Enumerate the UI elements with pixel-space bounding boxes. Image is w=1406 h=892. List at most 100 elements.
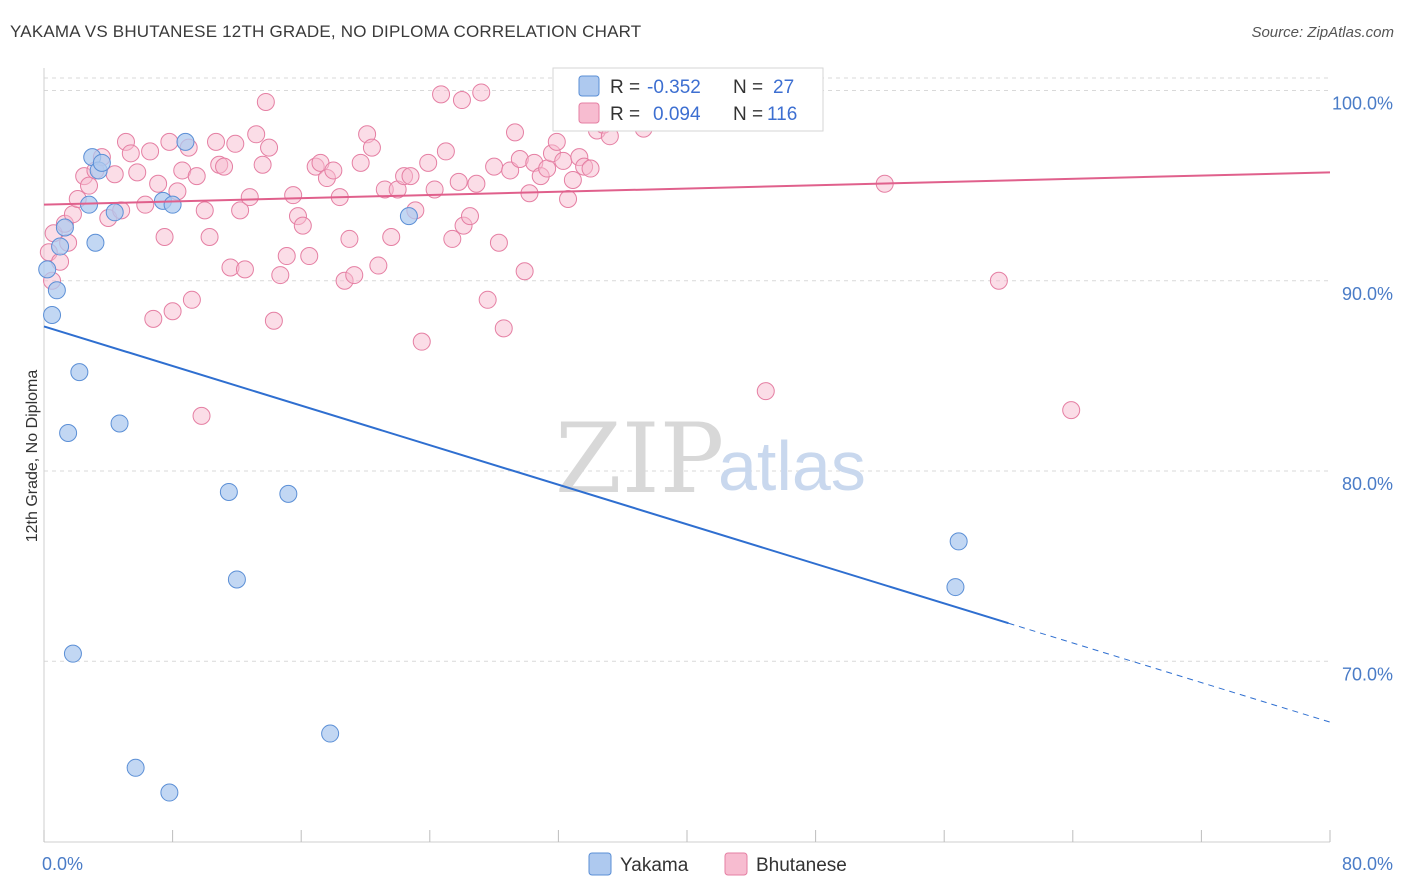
bhutanese-point bbox=[144, 309, 163, 328]
bhutanese-point bbox=[182, 290, 201, 309]
yakama-point bbox=[105, 203, 124, 222]
bhutanese-point bbox=[467, 174, 486, 193]
bhutanese-point bbox=[192, 406, 211, 425]
bhutanese-point bbox=[362, 138, 381, 157]
bhutanese-point bbox=[121, 144, 140, 163]
bhutanese-point bbox=[260, 138, 279, 157]
bhutanese-point bbox=[136, 195, 155, 214]
bhutanese-point bbox=[207, 132, 226, 151]
bhutanese-point bbox=[324, 161, 343, 180]
bhutanese-point bbox=[340, 229, 359, 248]
bhutanese-point bbox=[494, 319, 513, 338]
bhutanese-point bbox=[436, 142, 455, 161]
bhutanese-point bbox=[293, 216, 312, 235]
bhutanese-point bbox=[240, 188, 259, 207]
yakama-point bbox=[63, 644, 82, 663]
yakama-trend-extension bbox=[1008, 622, 1331, 723]
bhutanese-point bbox=[231, 201, 250, 220]
bhutanese-point bbox=[264, 311, 283, 330]
bhutanese-point bbox=[505, 123, 524, 142]
legend-yakama-n-label: N = bbox=[733, 77, 763, 98]
bhutanese-point bbox=[155, 228, 174, 247]
legend-yakama-r-value: -0.352 bbox=[647, 77, 701, 98]
yakama-point bbox=[399, 207, 418, 226]
bhutanese-point bbox=[351, 153, 370, 172]
yakama-point bbox=[279, 484, 298, 503]
bhutanese-trend-line bbox=[43, 171, 1331, 206]
legend-top: R = -0.352 N = 27 R = 0.094 N = 116 bbox=[552, 67, 824, 132]
legend-bottom: Yakama Bhutanese bbox=[588, 852, 847, 876]
bhutanese-point bbox=[253, 155, 272, 174]
x-tick-label-max: 80.0% bbox=[1342, 854, 1393, 874]
watermark: ZIP atlas bbox=[555, 403, 866, 515]
grid-layer: 70.0% 80.0% 90.0% 100.0% bbox=[44, 77, 1393, 684]
bhutanese-point bbox=[235, 260, 254, 279]
yakama-point bbox=[86, 233, 105, 252]
yakama-point bbox=[949, 532, 968, 551]
bottom-legend-yakama-swatch bbox=[588, 852, 612, 876]
y-tick-label: 80.0% bbox=[1342, 474, 1393, 494]
yakama-point bbox=[227, 570, 246, 589]
legend-yakama-swatch bbox=[578, 75, 600, 97]
yakama-point bbox=[38, 260, 57, 279]
watermark-atlas: atlas bbox=[718, 427, 866, 505]
yakama-point bbox=[321, 724, 340, 743]
legend-bhutanese-r-label: R = bbox=[610, 104, 640, 125]
yakama-point bbox=[176, 132, 195, 151]
bhutanese-point bbox=[1062, 401, 1081, 420]
y-tick-label: 70.0% bbox=[1342, 664, 1393, 684]
yakama-point bbox=[92, 153, 111, 172]
bhutanese-point bbox=[160, 132, 179, 151]
bhutanese-point bbox=[369, 256, 388, 275]
bhutanese-point bbox=[547, 132, 566, 151]
bhutanese-point bbox=[300, 247, 319, 266]
yakama-point bbox=[47, 281, 66, 300]
bhutanese-point bbox=[443, 229, 462, 248]
chart-source: Source: ZipAtlas.com bbox=[1251, 24, 1394, 41]
bhutanese-point bbox=[200, 228, 219, 247]
bhutanese-point bbox=[419, 153, 438, 172]
bhutanese-point bbox=[559, 189, 578, 208]
bhutanese-point bbox=[80, 176, 99, 195]
bhutanese-point bbox=[412, 332, 431, 351]
bhutanese-point bbox=[187, 167, 206, 186]
chart-title: YAKAMA VS BHUTANESE 12TH GRADE, NO DIPLO… bbox=[10, 22, 642, 41]
bhutanese-point bbox=[215, 157, 234, 176]
yakama-point bbox=[55, 218, 74, 237]
bhutanese-point bbox=[472, 83, 491, 102]
yakama-point bbox=[160, 783, 179, 802]
yakama-point bbox=[110, 414, 129, 433]
bottom-legend-yakama-label: Yakama bbox=[620, 855, 689, 876]
bottom-legend-bhutanese-swatch bbox=[724, 852, 748, 876]
bhutanese-point bbox=[195, 201, 214, 220]
bhutanese-point bbox=[382, 228, 401, 247]
yakama-point bbox=[946, 578, 965, 597]
y-tick-label: 90.0% bbox=[1342, 284, 1393, 304]
bhutanese-point bbox=[345, 266, 364, 285]
axes-layer: 0.0% 80.0% bbox=[42, 68, 1393, 874]
bhutanese-point bbox=[449, 172, 468, 191]
bhutanese-point bbox=[141, 142, 160, 161]
bhutanese-point bbox=[425, 180, 444, 199]
bhutanese-point bbox=[581, 159, 600, 178]
bhutanese-point bbox=[284, 186, 303, 205]
bhutanese-point bbox=[256, 92, 275, 111]
bhutanese-points bbox=[39, 83, 1081, 425]
yakama-point bbox=[126, 758, 145, 777]
yakama-point bbox=[219, 482, 238, 501]
bhutanese-point bbox=[756, 382, 775, 401]
yakama-trend-line bbox=[43, 325, 1009, 625]
bhutanese-point bbox=[128, 163, 147, 182]
bhutanese-point bbox=[432, 85, 451, 104]
bhutanese-point bbox=[401, 167, 420, 186]
y-axis-title: 12th Grade, No Diploma bbox=[24, 370, 41, 543]
bhutanese-point bbox=[247, 125, 266, 144]
watermark-zip: ZIP bbox=[555, 403, 724, 515]
bhutanese-point bbox=[277, 247, 296, 266]
bhutanese-point bbox=[563, 170, 582, 189]
bhutanese-point bbox=[460, 207, 479, 226]
bhutanese-point bbox=[478, 290, 497, 309]
trend-lines bbox=[43, 171, 1331, 723]
legend-yakama-r-label: R = bbox=[610, 77, 640, 98]
yakama-point bbox=[163, 195, 182, 214]
